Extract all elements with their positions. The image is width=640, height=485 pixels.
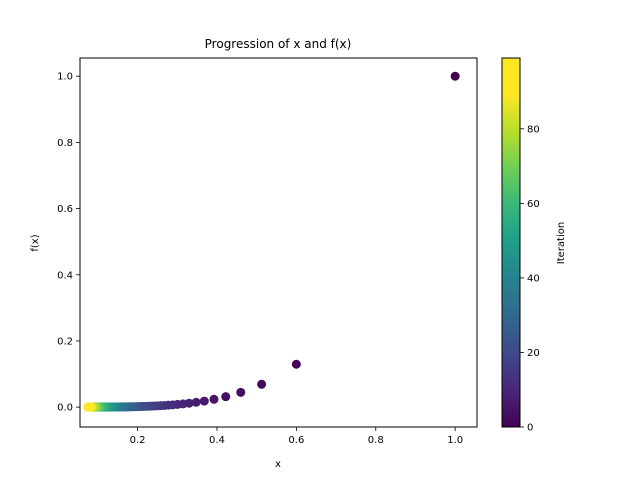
data-point [236, 387, 246, 397]
data-point [191, 397, 201, 407]
y-axis-label: f(x) [30, 234, 41, 251]
y-tick-label: 0.6 [57, 204, 73, 215]
x-tick-label: 0.6 [288, 435, 304, 446]
colorbar-tick-label: 0 [527, 423, 533, 434]
y-tick-label: 1.0 [57, 72, 73, 83]
data-point [199, 396, 209, 406]
data-point [257, 379, 267, 389]
data-point [291, 359, 301, 369]
data-point [221, 392, 231, 402]
y-tick-label: 0.2 [57, 336, 73, 347]
points-layer [83, 71, 460, 412]
colorbar [501, 57, 521, 428]
y-axis: 0.0 0.2 0.4 0.6 0.8 1.0 [57, 72, 80, 414]
x-tick-label: 0.8 [368, 435, 384, 446]
y-tick-label: 0.4 [57, 270, 73, 281]
colorbar-tick-label: 20 [527, 348, 540, 359]
x-tick-label: 1.0 [447, 435, 463, 446]
colorbar-label: Iteration [556, 222, 567, 264]
colorbar-tick-label: 60 [527, 199, 540, 210]
data-point [209, 394, 219, 404]
colorbar-ticks: 0 20 40 60 80 [520, 124, 540, 434]
y-tick-label: 0.0 [57, 403, 73, 414]
plot-frame [79, 57, 478, 428]
colorbar-tick-label: 80 [527, 124, 540, 135]
x-axis-label: x [275, 459, 281, 470]
data-point [450, 71, 460, 81]
data-point [83, 402, 93, 412]
x-tick-label: 0.2 [130, 435, 146, 446]
y-tick-label: 0.8 [57, 138, 73, 149]
colorbar-tick-label: 40 [527, 273, 540, 284]
chart-title: Progression of x and f(x) [205, 37, 352, 51]
x-tick-label: 0.4 [209, 435, 225, 446]
x-axis: 0.2 0.4 0.6 0.8 1.0 [130, 427, 463, 446]
